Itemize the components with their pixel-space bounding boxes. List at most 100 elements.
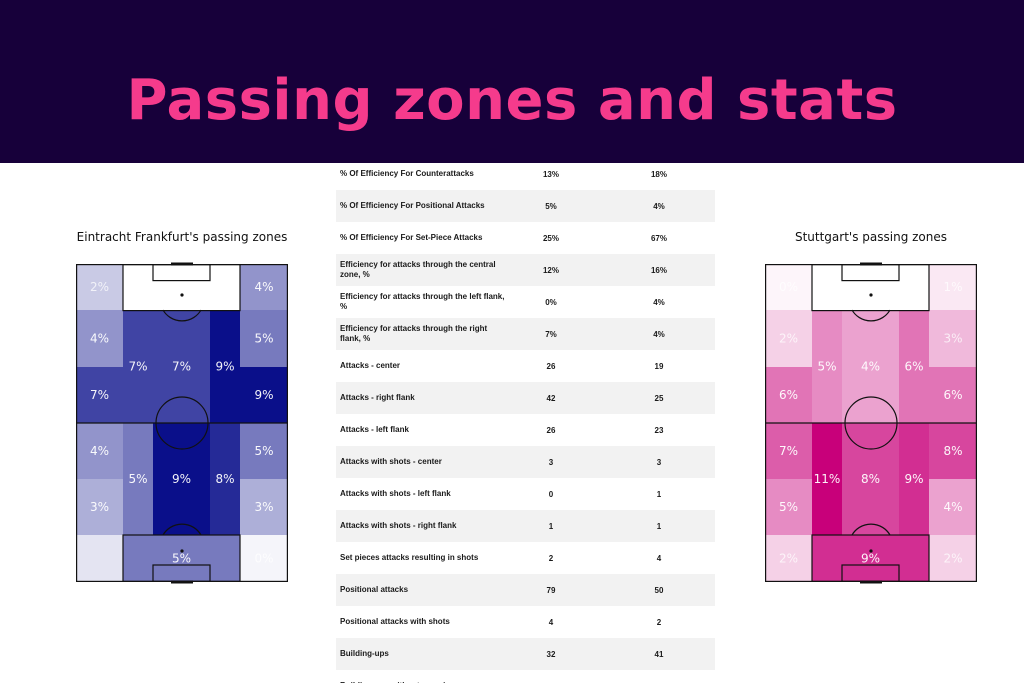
zone-label: 7% (90, 388, 109, 402)
stuttgart-value: 4% (653, 297, 665, 307)
metric-label: Attacks - left flank (340, 425, 409, 434)
table-row: Attacks - left flank 26 23 (336, 414, 715, 446)
stuttgart-passing-zones-pitch: 0% 1% 2% 3% 5% 4% 6% 6% 6% 7% 8% 11% 8% 9% 5% 4% 2% 9% 2% (765, 262, 978, 584)
zone-cell (240, 535, 288, 582)
zone-label: 4% (90, 444, 109, 458)
stuttgart-value (629, 670, 689, 683)
page-title: Passing zones and stats (126, 68, 898, 133)
metric-label: % Of Efficiency For Counterattacks (340, 169, 474, 178)
table-row: Efficiency for attacks through the left … (336, 286, 715, 318)
frankfurt-value: 5% (545, 201, 557, 211)
table-row: Attacks with shots - center 3 3 (336, 446, 715, 478)
zone-label: 9% (172, 472, 191, 486)
metric-label: Attacks - right flank (340, 393, 415, 402)
zone-cell (899, 423, 929, 535)
zone-label: 0% (779, 280, 798, 294)
zone-cell (210, 423, 240, 535)
stuttgart-value: 41 (654, 649, 664, 659)
stuttgart-value: 1 (656, 489, 662, 499)
zone-cell (76, 535, 123, 582)
frankfurt-value: 1 (548, 521, 554, 531)
zone-label: 5% (254, 332, 273, 346)
frankfurt-value: 13% (542, 169, 559, 179)
metric-label: % Of Efficiency For Positional Attacks (340, 201, 485, 210)
zone-cell (765, 479, 812, 535)
stuttgart-chart-title: Stuttgart's passing zones (794, 230, 948, 244)
metric-label: Attacks with shots - right flank (340, 521, 457, 530)
zone-cell (240, 479, 288, 535)
frankfurt-value: 42 (546, 393, 556, 403)
stuttgart-value: 1 (656, 521, 662, 531)
zone-label: 1% (943, 280, 962, 294)
frankfurt-value: 3 (548, 457, 554, 467)
zone-label: 9% (254, 388, 273, 402)
frankfurt-value: 12% (542, 265, 559, 275)
zone-cell (123, 310, 153, 423)
metric-label: Building-ups without pressing (340, 670, 510, 683)
zone-label: 4% (943, 500, 962, 514)
zone-cell (812, 310, 842, 423)
table-row: Positional attacks 79 50 (336, 574, 715, 606)
metric-label: Building-ups (340, 649, 389, 658)
zone-cell (240, 310, 288, 367)
zone-label: 3% (943, 332, 962, 346)
table-row: Efficiency for attacks through the right… (336, 318, 715, 350)
pitch-markings (76, 262, 289, 584)
zone-cells: 2% 4% 4% 5% 7% 7% 9% 7% 9% 4% 5% 5% 9% 8% 3% 3% 5% 0% (76, 264, 288, 582)
zone-label: 4% (254, 280, 273, 294)
zone-label: 8% (215, 472, 234, 486)
stuttgart-value: 2 (656, 617, 662, 627)
zone-label: 6% (904, 360, 923, 374)
metric-label: Efficiency for attacks through the left … (340, 292, 505, 311)
zone-label: 8% (861, 472, 880, 486)
zone-label: 3% (90, 500, 109, 514)
zone-label: 2% (779, 332, 798, 346)
zone-cell (929, 310, 977, 367)
metric-label: Positional attacks (340, 585, 409, 594)
zone-cell (812, 535, 929, 582)
zone-cell (210, 310, 240, 423)
stuttgart-value: 16% (650, 265, 667, 275)
stuttgart-value: 67% (650, 233, 667, 243)
zone-cell (240, 367, 288, 423)
zone-label: 3% (254, 500, 273, 514)
zone-label: 2% (90, 280, 109, 294)
frankfurt-passing-zones-pitch: 2% 4% 4% 5% 7% 7% 9% 7% 9% 4% 5% 5% 9% 8% 3% 3% 5% 0% (76, 262, 289, 584)
zone-label: 11% (814, 472, 841, 486)
zone-cell (240, 264, 288, 310)
zone-label: 9% (215, 360, 234, 374)
frankfurt-chart-title: Eintracht Frankfurt's passing zones (76, 230, 288, 244)
zone-cell (929, 479, 977, 535)
zone-cell (765, 264, 812, 310)
zone-cells: 0% 1% 2% 3% 5% 4% 6% 6% 6% 7% 8% 11% 8% 9% 5% 4% 2% 9% 2% (765, 264, 977, 582)
zone-label: 5% (817, 360, 836, 374)
zone-cell (812, 423, 842, 535)
zone-label: 5% (254, 444, 273, 458)
zone-cell (123, 423, 153, 535)
zone-label: 0% (254, 552, 273, 566)
zone-cell (76, 310, 123, 367)
frankfurt-value: 79 (546, 585, 556, 595)
zone-cell (899, 310, 929, 423)
table-row: Attacks with shots - left flank 0 1 (336, 478, 715, 510)
table-row: Efficiency for attacks through the centr… (336, 254, 715, 286)
metric-label: Positional attacks with shots (340, 617, 450, 626)
frankfurt-value: 26 (546, 425, 556, 435)
zone-label: 7% (172, 360, 191, 374)
zone-label: 2% (779, 552, 798, 566)
zone-cell (765, 535, 812, 582)
frankfurt-value: 0% (545, 297, 557, 307)
zone-label: 9% (861, 552, 880, 566)
zone-cell (76, 423, 123, 479)
zone-label: 4% (861, 360, 880, 374)
metric-label: Attacks with shots - center (340, 457, 442, 466)
stuttgart-value: 18% (650, 169, 667, 179)
zone-cell (123, 535, 240, 582)
zone-cell (929, 423, 977, 479)
zone-label: 2% (943, 552, 962, 566)
table-row: Attacks with shots - right flank 1 1 (336, 510, 715, 542)
zone-cell (76, 264, 123, 310)
zone-label: 7% (779, 444, 798, 458)
zone-cell (765, 423, 812, 479)
zone-cell (76, 479, 123, 535)
